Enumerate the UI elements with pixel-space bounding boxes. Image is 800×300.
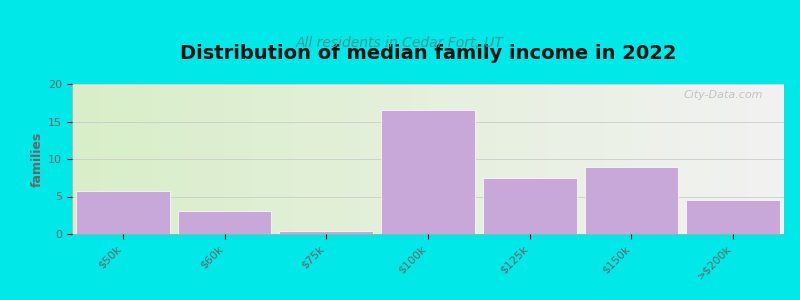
Bar [483, 178, 577, 234]
Bar [585, 167, 678, 234]
Bar [382, 110, 474, 234]
Text: City-Data.com: City-Data.com [683, 90, 762, 100]
Title: Distribution of median family income in 2022: Distribution of median family income in … [180, 44, 676, 63]
Text: All residents in Cedar Fort, UT: All residents in Cedar Fort, UT [296, 36, 504, 50]
Bar [279, 231, 373, 234]
Bar [686, 200, 780, 234]
Bar [76, 190, 170, 234]
Y-axis label: families: families [31, 131, 44, 187]
Bar [178, 211, 271, 234]
